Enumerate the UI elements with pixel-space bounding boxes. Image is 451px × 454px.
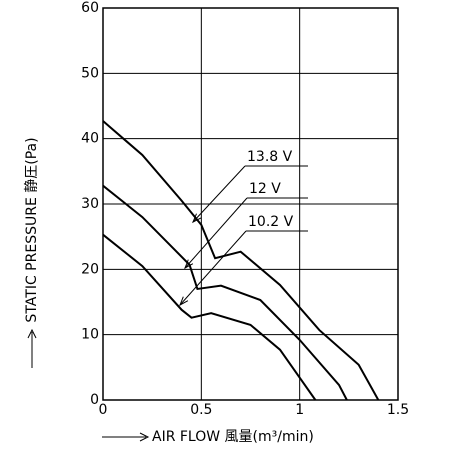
curve bbox=[102, 184, 348, 401]
y-tick-label: 40 bbox=[81, 131, 99, 147]
y-tick-label: 0 bbox=[90, 392, 99, 408]
x-tick-label: 0.5 bbox=[190, 402, 212, 418]
arrow-head bbox=[184, 259, 194, 270]
arrow-head bbox=[192, 213, 202, 224]
x-arrow-head bbox=[139, 432, 150, 442]
curve-label: 12 V bbox=[249, 181, 281, 197]
x-tick-label: 0 bbox=[99, 402, 108, 418]
y-axis-label: STATIC PRESSURE 静圧(Pa) bbox=[24, 137, 40, 322]
y-tick-label: 20 bbox=[81, 261, 99, 277]
x-tick-label: 1.5 bbox=[387, 402, 409, 418]
y-tick-label: 60 bbox=[81, 0, 99, 16]
leader bbox=[184, 197, 248, 269]
curve bbox=[102, 120, 380, 401]
leader bbox=[179, 230, 247, 306]
y-tick-label: 10 bbox=[81, 327, 99, 343]
arrow-head bbox=[179, 296, 189, 307]
x-axis-label: AIR FLOW 風量(m³/min) bbox=[152, 429, 314, 445]
leader bbox=[192, 165, 246, 223]
curve-label: 13.8 V bbox=[247, 149, 293, 165]
y-arrow-head bbox=[27, 328, 37, 339]
curve bbox=[102, 233, 317, 401]
y-tick-label: 50 bbox=[81, 65, 99, 81]
curve-label: 10.2 V bbox=[248, 214, 294, 230]
y-tick-label: 30 bbox=[81, 196, 99, 212]
x-tick-label: 1 bbox=[295, 402, 304, 418]
